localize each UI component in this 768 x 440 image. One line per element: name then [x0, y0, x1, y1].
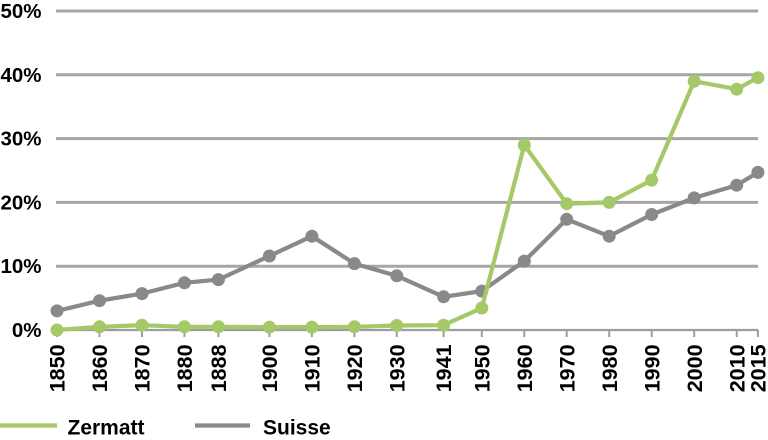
- svg-text:2000: 2000: [683, 344, 707, 392]
- svg-text:1941: 1941: [432, 344, 456, 392]
- svg-text:1990: 1990: [640, 344, 664, 392]
- svg-text:1980: 1980: [598, 344, 622, 392]
- svg-text:2010: 2010: [725, 344, 749, 392]
- svg-text:1870: 1870: [131, 344, 155, 392]
- svg-text:1888: 1888: [207, 344, 231, 392]
- svg-text:30%: 30%: [0, 128, 41, 151]
- svg-text:1910: 1910: [301, 344, 325, 392]
- svg-text:1950: 1950: [470, 344, 494, 392]
- svg-text:40%: 40%: [0, 64, 41, 87]
- svg-text:Suisse: Suisse: [263, 417, 331, 440]
- svg-text:20%: 20%: [0, 191, 41, 214]
- svg-text:1900: 1900: [258, 344, 282, 392]
- svg-text:1930: 1930: [385, 344, 409, 392]
- svg-text:0%: 0%: [12, 319, 42, 342]
- svg-text:1860: 1860: [88, 344, 112, 392]
- svg-text:1880: 1880: [173, 344, 197, 392]
- svg-text:1920: 1920: [343, 344, 367, 392]
- svg-text:1960: 1960: [513, 344, 537, 392]
- svg-text:1850: 1850: [46, 344, 70, 392]
- svg-text:1970: 1970: [555, 344, 579, 392]
- svg-text:Zermatt: Zermatt: [68, 417, 145, 440]
- svg-text:10%: 10%: [0, 255, 41, 278]
- svg-text:2015: 2015: [747, 344, 768, 392]
- svg-text:50%: 50%: [0, 0, 41, 23]
